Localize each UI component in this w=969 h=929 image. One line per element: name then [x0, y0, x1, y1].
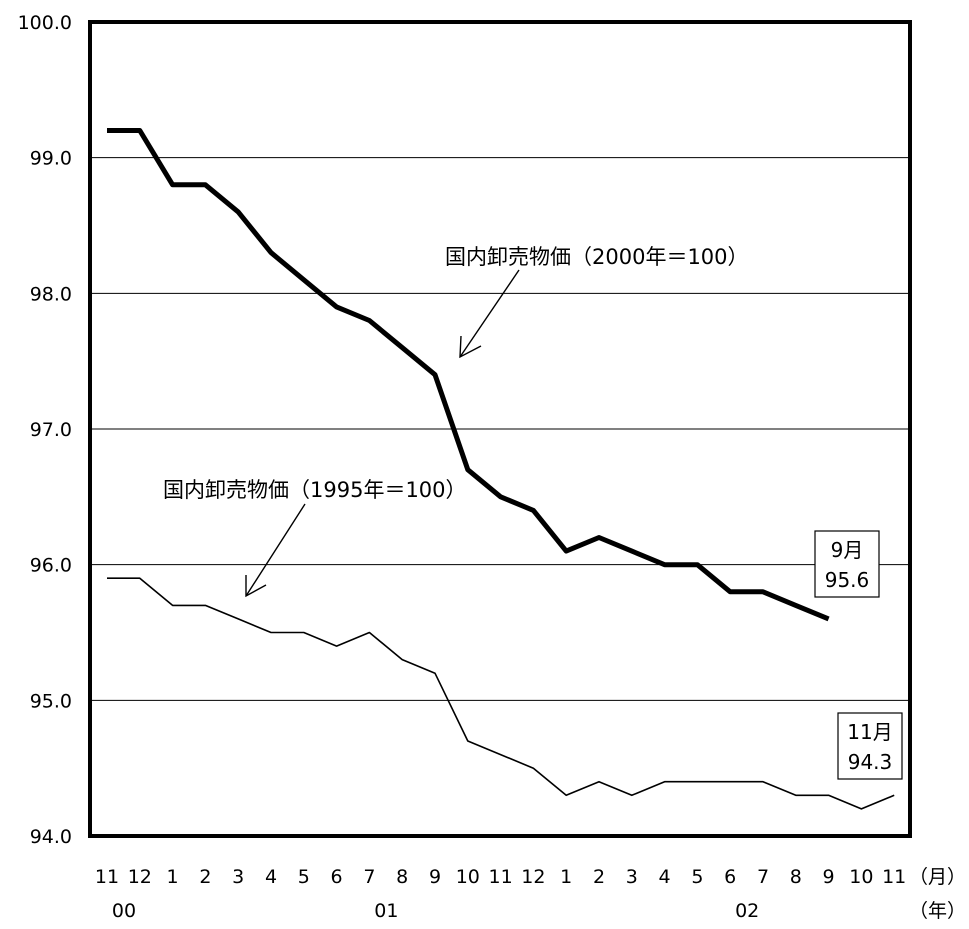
- end-label-1995: 11月 94.3: [837, 712, 903, 780]
- gridlines: [90, 157, 910, 701]
- x-year-label: 02: [735, 900, 759, 922]
- x-tick-label: 8: [790, 866, 802, 888]
- annotation-arrow-1995: [245, 503, 306, 597]
- x-tick-label: 2: [593, 866, 605, 888]
- y-tick-label: 98.0: [30, 283, 72, 305]
- x-tick-label: 11: [489, 866, 513, 888]
- x-tick-label: 5: [691, 866, 703, 888]
- end-label-box-2000: [814, 530, 880, 598]
- annotation-1995-base: 国内卸売物価（1995年＝100）: [163, 478, 467, 598]
- x-axis-month-unit: （月）: [909, 866, 966, 888]
- series-label-2000: 国内卸売物価（2000年＝100）: [445, 245, 749, 269]
- x-tick-label: 3: [626, 866, 638, 888]
- x-tick-label: 12: [128, 866, 152, 888]
- plot-area-border: [88, 20, 912, 838]
- series-line-2000-base: [107, 128, 830, 622]
- end-label-value-2000: 95.6: [825, 568, 870, 592]
- end-label-month-1995: 11月: [847, 720, 892, 744]
- x-tick-label: 6: [331, 866, 343, 888]
- x-tick-label: 7: [757, 866, 769, 888]
- x-tick-label: 1: [560, 866, 572, 888]
- y-tick-label: 97.0: [30, 419, 72, 441]
- x-tick-label: 11: [882, 866, 906, 888]
- x-tick-label: 12: [521, 866, 545, 888]
- x-tick-label: 9: [429, 866, 441, 888]
- series-lines: [107, 128, 895, 810]
- x-tick-label: 4: [659, 866, 671, 888]
- x-tick-label: 10: [456, 866, 480, 888]
- x-tick-label: 9: [823, 866, 835, 888]
- x-tick-label: 4: [265, 866, 277, 888]
- x-tick-label: 1: [167, 866, 179, 888]
- annotation-2000-base: 国内卸売物価（2000年＝100）: [445, 245, 749, 359]
- end-label-value-1995: 94.3: [848, 750, 893, 774]
- annotation-arrowhead-1995: [245, 575, 267, 598]
- x-tick-label: 7: [363, 866, 375, 888]
- x-tick-label: 8: [396, 866, 408, 888]
- x-tick-label: 11: [95, 866, 119, 888]
- x-axis-ticks: 11 12 1 2 3 4 5 6 7 8 9 10 11 12 1 2 3 4 5 6 7 8 9 10 11: [95, 866, 906, 888]
- y-axis-ticks: 100.0 99.0 98.0 97.0 96.0 95.0 94.0: [18, 12, 72, 848]
- end-label-box-1995: [837, 712, 903, 780]
- x-year-label: 01: [374, 900, 398, 922]
- series-label-1995: 国内卸売物価（1995年＝100）: [163, 478, 467, 502]
- x-tick-label: 2: [199, 866, 211, 888]
- y-tick-label: 95.0: [30, 690, 72, 712]
- annotation-arrow-2000: [459, 269, 520, 358]
- end-label-2000: 9月 95.6: [814, 530, 880, 598]
- x-axis-year-unit: （年）: [909, 900, 966, 922]
- y-tick-label: 96.0: [30, 555, 72, 577]
- series-line-1995-base: [107, 577, 895, 810]
- annotation-arrowhead-2000: [459, 335, 482, 359]
- x-tick-label: 6: [724, 866, 736, 888]
- x-tick-label: 3: [232, 866, 244, 888]
- x-axis-years: 00 01 02: [112, 900, 759, 922]
- end-label-month-2000: 9月: [831, 538, 864, 562]
- y-tick-label: 100.0: [18, 12, 72, 34]
- y-tick-label: 99.0: [30, 148, 72, 170]
- x-tick-label: 10: [849, 866, 873, 888]
- x-tick-label: 5: [298, 866, 310, 888]
- y-tick-label: 94.0: [30, 826, 72, 848]
- x-year-label: 00: [112, 900, 136, 922]
